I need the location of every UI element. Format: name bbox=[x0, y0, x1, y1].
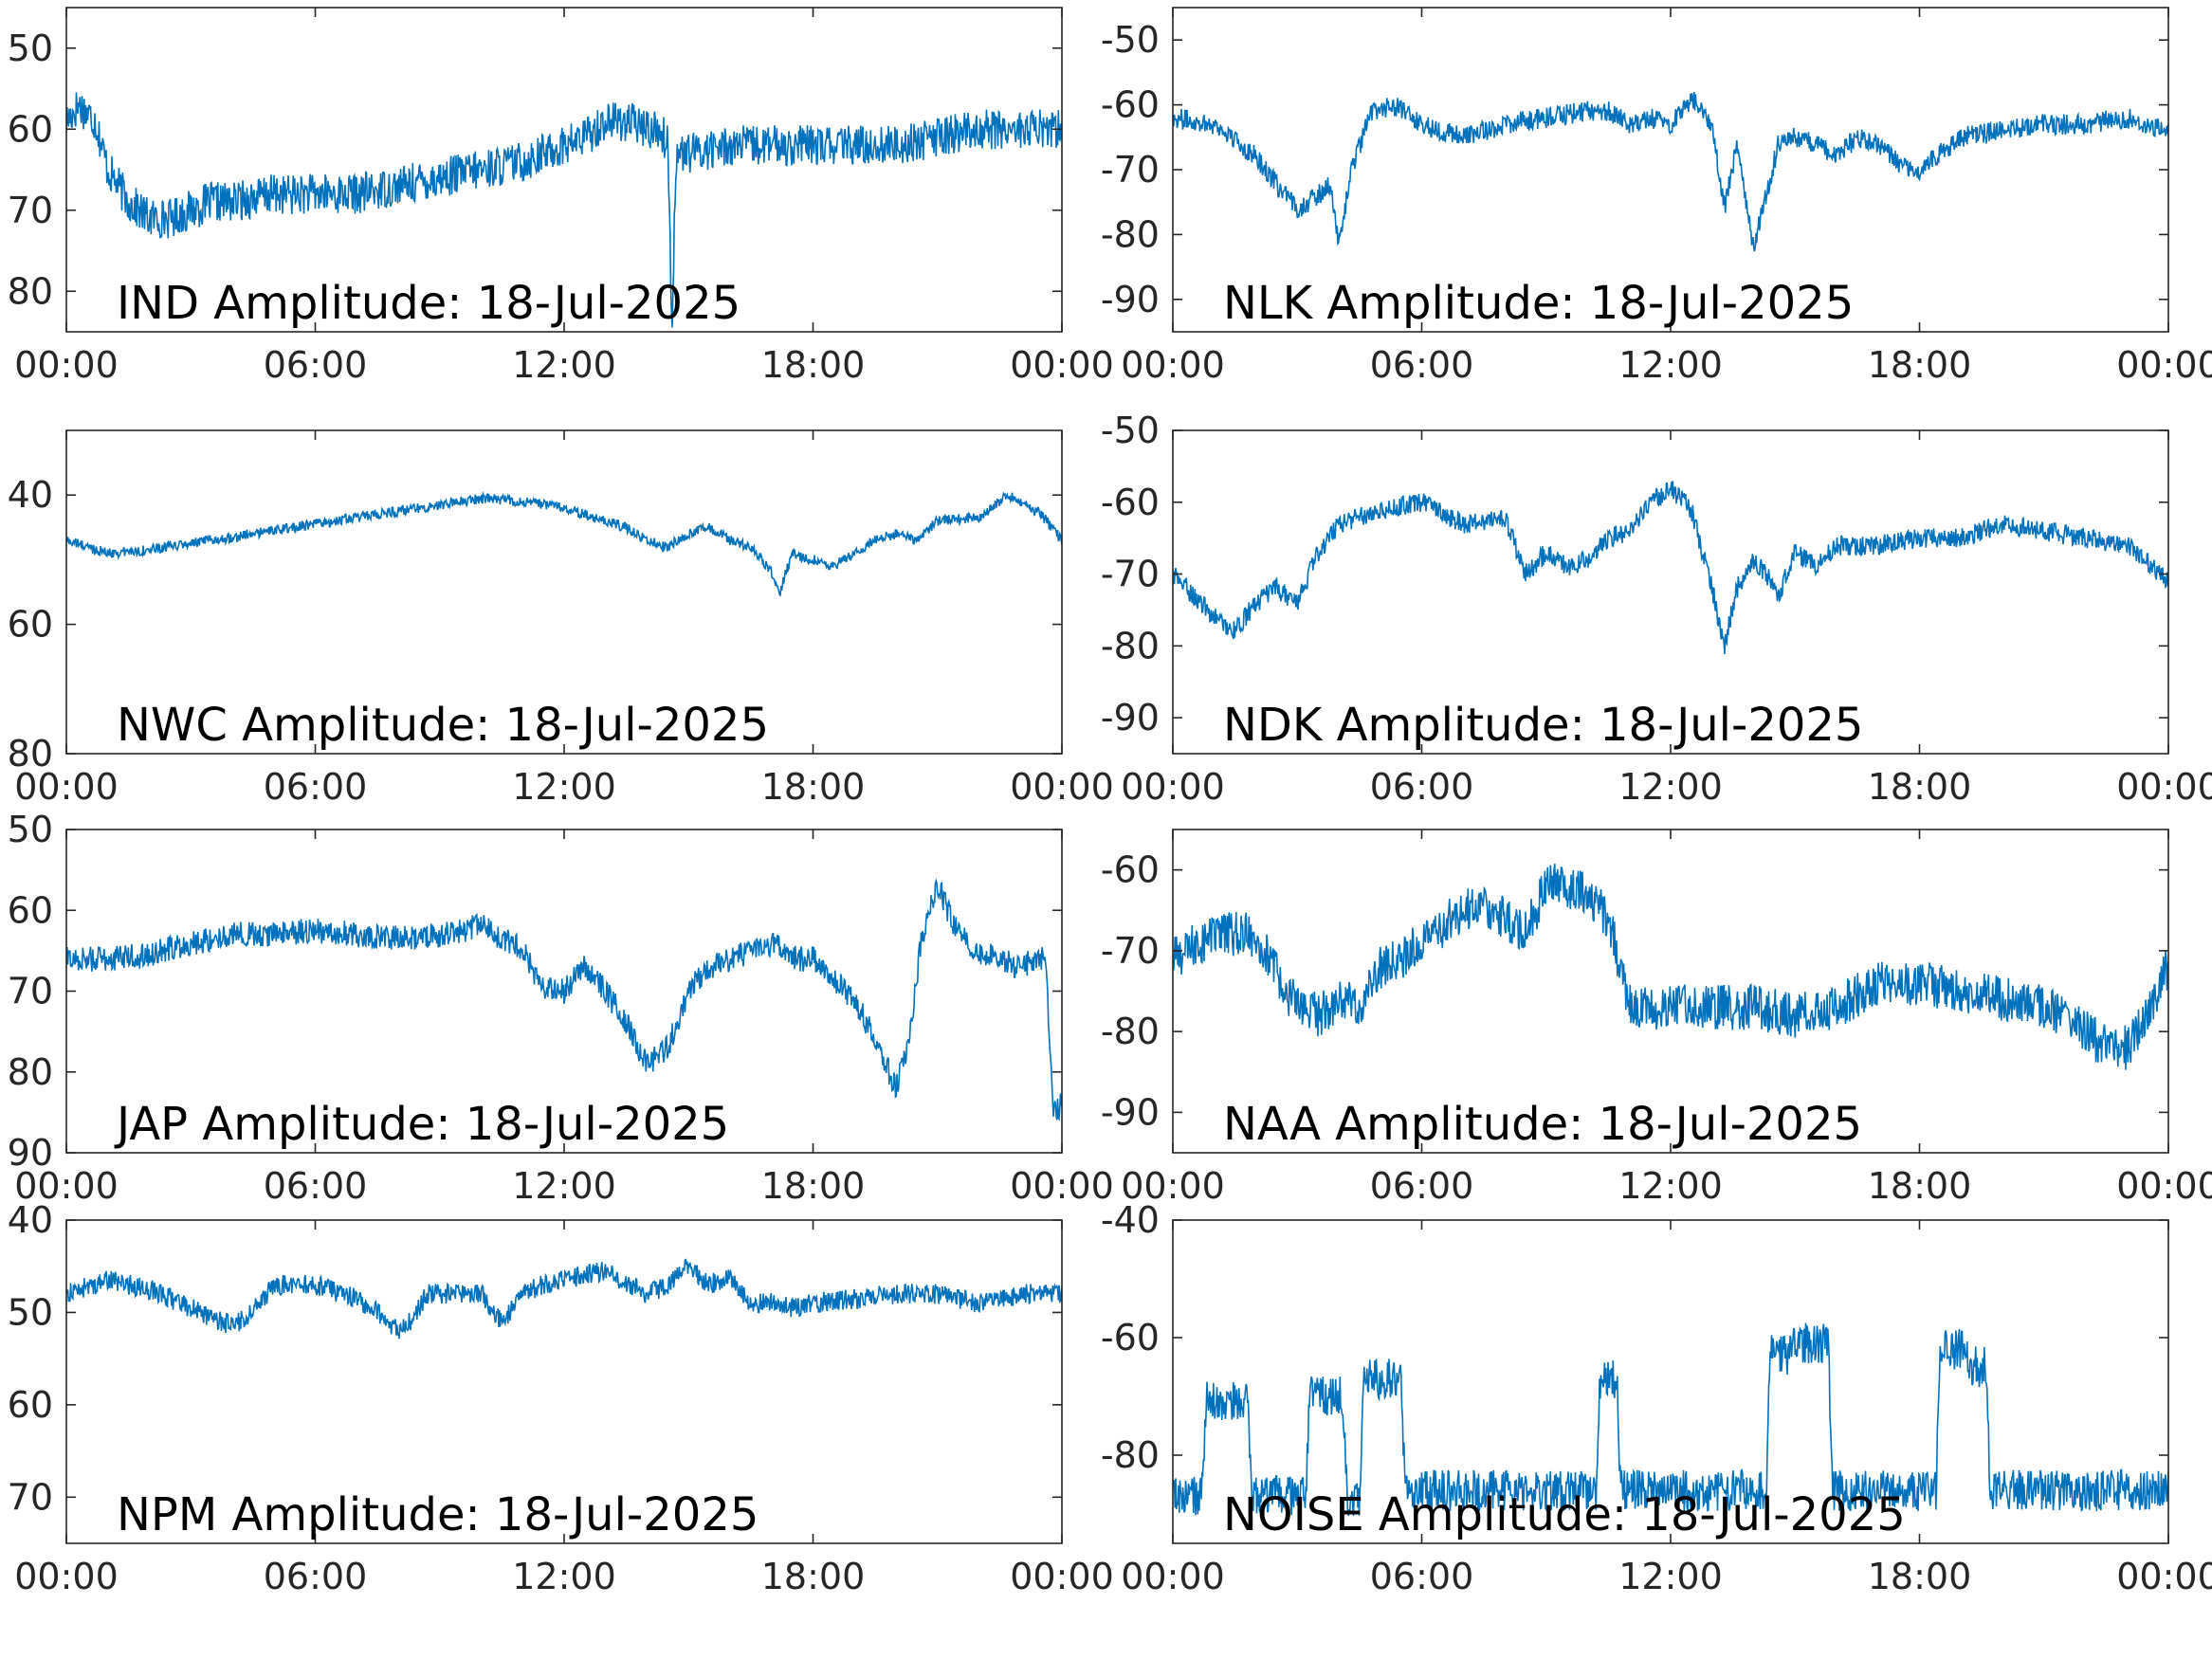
y-tick-label: 60 bbox=[8, 108, 53, 150]
series-line bbox=[1173, 1322, 2168, 1517]
x-tick-label: 12:00 bbox=[512, 344, 616, 386]
x-tick-label: 18:00 bbox=[761, 344, 866, 386]
chart-title: NLK Amplitude: 18-Jul-2025 bbox=[1223, 277, 1854, 330]
y-tick-label: -50 bbox=[1101, 410, 1160, 451]
y-tick-label: 70 bbox=[8, 1476, 53, 1518]
x-tick-label: 12:00 bbox=[512, 1165, 616, 1207]
x-tick-label: 00:00 bbox=[14, 1165, 119, 1207]
y-tick-label: 60 bbox=[8, 1384, 53, 1426]
x-tick-label: 00:00 bbox=[2116, 344, 2212, 386]
chart-title: NDK Amplitude: 18-Jul-2025 bbox=[1223, 699, 1863, 752]
x-tick-label: 00:00 bbox=[2116, 766, 2212, 808]
x-tick-label: 12:00 bbox=[1618, 766, 1723, 808]
y-tick-label: 50 bbox=[8, 1291, 53, 1333]
chart-title: NOISE Amplitude: 18-Jul-2025 bbox=[1223, 1488, 1906, 1541]
series-line bbox=[66, 878, 1062, 1122]
y-tick-label: -80 bbox=[1101, 1011, 1160, 1052]
x-tick-label: 06:00 bbox=[1370, 766, 1474, 808]
x-tick-label: 00:00 bbox=[1121, 766, 1225, 808]
y-tick-label: -40 bbox=[1101, 1199, 1160, 1241]
x-tick-label: 00:00 bbox=[1010, 1165, 1114, 1207]
y-tick-label: 60 bbox=[8, 604, 53, 646]
y-tick-label: 40 bbox=[8, 1199, 53, 1241]
y-tick-label: -70 bbox=[1101, 554, 1160, 595]
chart-title: NAA Amplitude: 18-Jul-2025 bbox=[1223, 1098, 1862, 1151]
x-tick-label: 12:00 bbox=[1618, 1165, 1723, 1207]
series-line bbox=[1173, 481, 2168, 654]
y-tick-label: -90 bbox=[1101, 279, 1160, 320]
series-line bbox=[66, 490, 1062, 597]
y-tick-label: 50 bbox=[8, 809, 53, 850]
y-tick-label: 80 bbox=[8, 1051, 53, 1093]
y-tick-label: -70 bbox=[1101, 149, 1160, 191]
chart-panel: 00:00 06:00 12:00 18:00 00:00 50 60 70 80 90 JAP A… bbox=[8, 809, 1114, 1207]
y-tick-label: 80 bbox=[8, 270, 53, 312]
x-tick-label: 06:00 bbox=[1370, 344, 1474, 386]
y-tick-label: 60 bbox=[8, 889, 53, 931]
x-tick-label: 18:00 bbox=[761, 1556, 866, 1597]
chart-panel: 00:00 06:00 12:00 18:00 00:00 50 60 70 80 IND Amp… bbox=[8, 7, 1114, 386]
chart-panel: 00:00 06:00 12:00 18:00 00:00 40 50 60 70 NPM Amp… bbox=[8, 1199, 1114, 1597]
x-tick-label: 00:00 bbox=[1010, 766, 1114, 808]
x-tick-label: 12:00 bbox=[512, 766, 616, 808]
x-tick-label: 18:00 bbox=[1868, 1165, 1972, 1207]
y-tick-label: 50 bbox=[8, 27, 53, 69]
x-tick-label: 18:00 bbox=[1868, 344, 1972, 386]
y-tick-label: -60 bbox=[1101, 84, 1160, 126]
x-tick-label: 18:00 bbox=[761, 1165, 866, 1207]
x-tick-label: 06:00 bbox=[264, 1165, 368, 1207]
x-tick-label: 00:00 bbox=[1121, 344, 1225, 386]
series-line bbox=[1173, 864, 2168, 1070]
chart-title: JAP Amplitude: 18-Jul-2025 bbox=[114, 1098, 729, 1151]
x-tick-label: 00:00 bbox=[1010, 1556, 1114, 1597]
chart-panel: 00:00 06:00 12:00 18:00 00:00 -50 -60 -70 -80 -90… bbox=[1101, 410, 2212, 808]
y-tick-label: -90 bbox=[1101, 697, 1160, 738]
x-tick-label: 06:00 bbox=[1370, 1556, 1474, 1597]
y-tick-label: 90 bbox=[8, 1132, 53, 1174]
x-tick-label: 00:00 bbox=[14, 344, 119, 386]
x-tick-label: 12:00 bbox=[1618, 344, 1723, 386]
chart-panel: 00:00 06:00 12:00 18:00 00:00 -50 -60 -70 -80 -90… bbox=[1101, 7, 2212, 386]
y-tick-label: -80 bbox=[1101, 1434, 1160, 1476]
x-tick-label: 00:00 bbox=[1121, 1165, 1225, 1207]
y-tick-label: -50 bbox=[1101, 19, 1160, 61]
x-tick-label: 12:00 bbox=[1618, 1556, 1723, 1597]
y-tick-label: -90 bbox=[1101, 1091, 1160, 1133]
series-line bbox=[1173, 91, 2168, 252]
series-line bbox=[66, 1258, 1062, 1340]
x-tick-label: 12:00 bbox=[512, 1556, 616, 1597]
y-tick-label: -60 bbox=[1101, 1317, 1160, 1358]
x-tick-label: 06:00 bbox=[1370, 1165, 1474, 1207]
x-tick-label: 00:00 bbox=[14, 1556, 119, 1597]
x-tick-label: 18:00 bbox=[1868, 1556, 1972, 1597]
x-tick-label: 06:00 bbox=[264, 1556, 368, 1597]
x-tick-label: 06:00 bbox=[264, 766, 368, 808]
chart-panel: 00:00 06:00 12:00 18:00 00:00 -60 -70 -80 -90 NAA… bbox=[1101, 829, 2212, 1207]
chart-title: IND Amplitude: 18-Jul-2025 bbox=[117, 277, 740, 330]
x-tick-label: 00:00 bbox=[14, 766, 119, 808]
chart-title: NWC Amplitude: 18-Jul-2025 bbox=[117, 699, 769, 752]
x-tick-label: 00:00 bbox=[2116, 1165, 2212, 1207]
x-tick-label: 18:00 bbox=[1868, 766, 1972, 808]
y-tick-label: 70 bbox=[8, 190, 53, 231]
y-tick-label: -60 bbox=[1101, 482, 1160, 523]
chart-title: NPM Amplitude: 18-Jul-2025 bbox=[117, 1488, 759, 1541]
x-tick-label: 00:00 bbox=[1121, 1556, 1225, 1597]
y-tick-label: 80 bbox=[8, 733, 53, 775]
y-tick-label: -80 bbox=[1101, 213, 1160, 255]
x-tick-label: 06:00 bbox=[264, 344, 368, 386]
y-tick-label: 70 bbox=[8, 971, 53, 1012]
series-line bbox=[66, 92, 1062, 328]
y-tick-label: 40 bbox=[8, 474, 53, 516]
y-tick-label: -70 bbox=[1101, 930, 1160, 972]
x-tick-label: 00:00 bbox=[1010, 344, 1114, 386]
x-tick-label: 18:00 bbox=[761, 766, 866, 808]
x-tick-label: 00:00 bbox=[2116, 1556, 2212, 1597]
y-tick-label: -80 bbox=[1101, 625, 1160, 666]
chart-panel: 00:00 06:00 12:00 18:00 00:00 40 60 80 NWC Ampli… bbox=[8, 429, 1114, 808]
chart-panel: 00:00 06:00 12:00 18:00 00:00 -40 -60 -80 NOISE … bbox=[1101, 1199, 2212, 1597]
y-tick-label: -60 bbox=[1101, 849, 1160, 891]
